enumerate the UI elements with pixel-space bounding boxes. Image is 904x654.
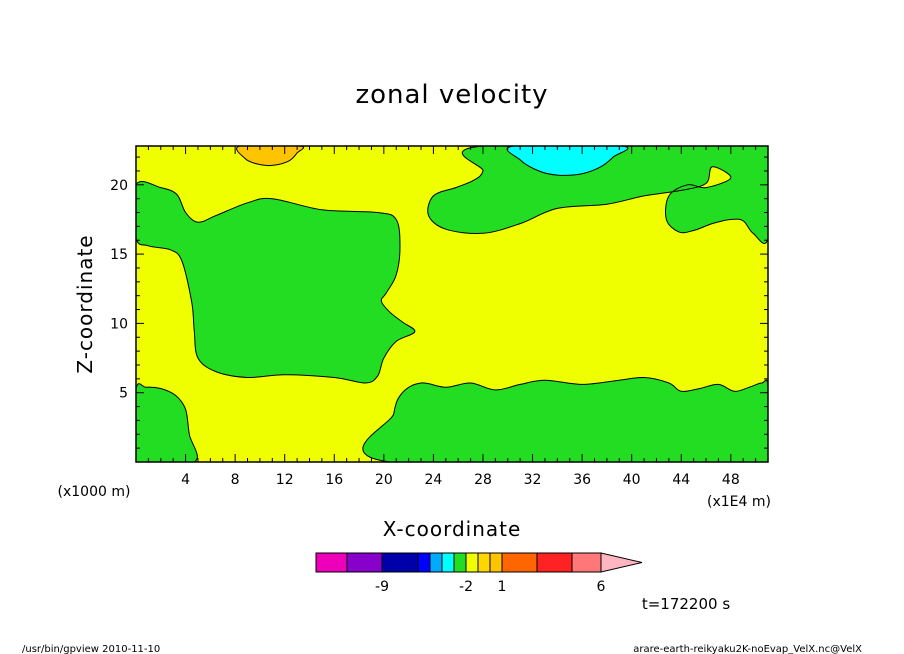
footer-source: arare-earth-reikyaku2K-noEvap_VelX.nc@Ve… — [633, 644, 862, 654]
x-tick-label: 24 — [424, 472, 442, 488]
colorbar-label: 6 — [597, 579, 606, 595]
colorbar-cell — [429, 552, 443, 573]
colorbar-label: -2 — [459, 579, 473, 595]
y-tick-label: 10 — [110, 316, 128, 332]
axis-ticks — [135, 146, 769, 463]
x-tick-label: 8 — [231, 472, 240, 488]
footer-program: /usr/bin/gpview 2010-11-10 — [22, 644, 160, 654]
colorbar-cell — [501, 552, 538, 573]
colorbar-cell — [346, 552, 383, 573]
x-tick-label: 16 — [325, 472, 343, 488]
x-tick-label: 4 — [181, 472, 190, 488]
colorbar-label: -9 — [375, 579, 389, 595]
colorbar-cell — [441, 552, 455, 573]
colorbar-cell — [315, 552, 348, 573]
contour-regions — [136, 146, 768, 462]
x-tick-label: 36 — [573, 472, 591, 488]
colorbar-cell — [381, 552, 419, 573]
x-tick-label: 20 — [375, 472, 393, 488]
y-tick-label: 5 — [119, 386, 128, 402]
colorbar: -9 -2 1 6 — [315, 552, 643, 595]
colorbar-cell — [489, 552, 503, 573]
x-tick-label: 40 — [623, 472, 641, 488]
colorbar-over-triangle — [600, 552, 643, 573]
x-axis-unit: (x1E4 m) — [707, 494, 771, 510]
y-tick-label: 20 — [110, 178, 128, 194]
contour-region-lower-left-low — [136, 383, 198, 462]
colorbar-cell — [417, 552, 431, 573]
x-tick-label: 44 — [672, 472, 690, 488]
x-tick-label: 32 — [524, 472, 542, 488]
colorbar-label: 1 — [498, 579, 507, 595]
colorbar-cell — [465, 552, 479, 573]
chart-title: zonal velocity — [355, 80, 548, 110]
x-tick-label: 12 — [276, 472, 294, 488]
y-axis-label: Z-coordinate — [73, 234, 97, 373]
contour-region-top-right-band — [427, 146, 768, 244]
x-tick-label: 48 — [722, 472, 740, 488]
colorbar-cell — [477, 552, 491, 573]
z-axis-unit: (x1000 m) — [58, 484, 131, 500]
x-axis-label: X-coordinate — [383, 517, 522, 541]
colorbar-cell — [536, 552, 573, 573]
x-tick-label: 28 — [474, 472, 492, 488]
colorbar-cell — [453, 552, 467, 573]
colorbar-cell — [571, 552, 602, 573]
contour-region-left-middle-band — [136, 181, 416, 384]
y-tick-label: 15 — [110, 247, 128, 263]
time-label: t=172200 s — [642, 595, 730, 613]
plot-frame — [135, 145, 769, 463]
